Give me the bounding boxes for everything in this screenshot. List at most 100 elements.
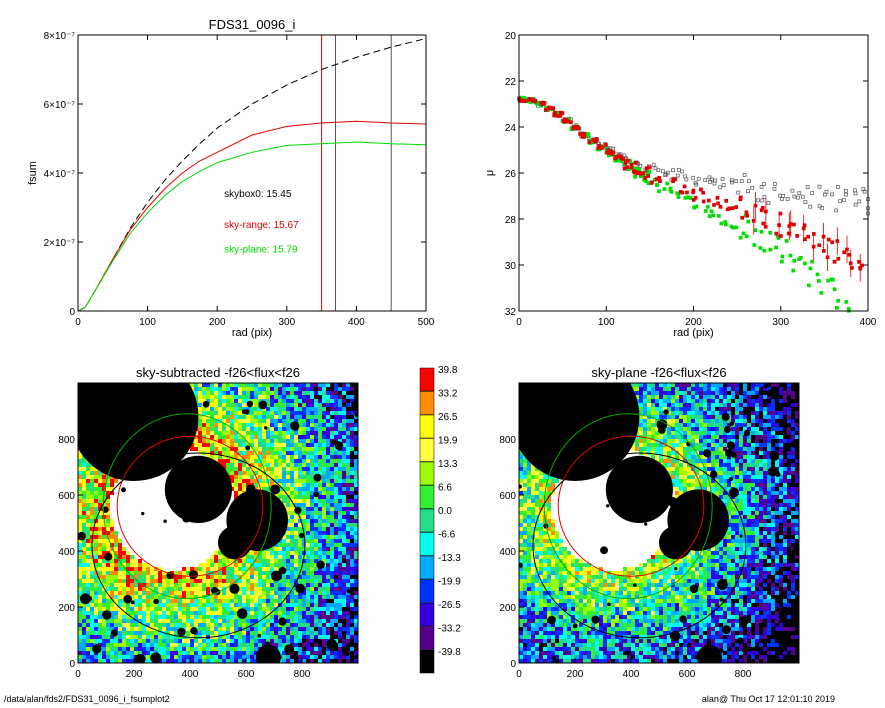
skyplane-xtick-label: 800 (735, 669, 752, 680)
skyplane-xtick-label: 600 (679, 669, 696, 680)
skyplane-mask (659, 525, 693, 560)
mu-point-sky-plane (844, 300, 849, 304)
fsum-annotation: skybox0: 15.45 (224, 189, 292, 200)
skyplane-star (719, 597, 724, 602)
skyplane-star (721, 412, 730, 421)
mu-point-skybox0 (852, 188, 857, 193)
mu-point-sky-range (532, 99, 537, 104)
mu-point-skybox0 (817, 184, 822, 189)
mu-point-skybox0 (810, 191, 815, 195)
skyplane-mask (696, 644, 722, 663)
mu-point-sky-range (625, 165, 629, 169)
mu-point-sky-plane (788, 253, 793, 258)
skysub-star (264, 641, 271, 647)
mu-point-skybox0 (676, 167, 681, 172)
skyplane-star (769, 451, 780, 461)
mu-point-skybox0 (712, 181, 717, 186)
skyplane-star (689, 584, 699, 594)
mu-point-skybox0 (853, 202, 858, 207)
skysub-star (134, 654, 146, 663)
mu-point-skybox0 (844, 192, 848, 197)
mu-point-sky-range (847, 252, 852, 257)
skysub-ellipse (91, 452, 306, 639)
mu-point-sky-range (731, 206, 735, 210)
fsum-ytick-label: 0 (69, 307, 75, 318)
fsum-xlabel: rad (pix) (232, 327, 272, 339)
skyplane-ytick-label: 600 (499, 491, 516, 502)
skyplane-star (613, 443, 624, 455)
mu-point-skybox0 (729, 178, 734, 183)
mu-point-skybox0 (750, 185, 755, 190)
mu-point-sky-range (646, 174, 651, 178)
skyplane-star (519, 484, 522, 489)
mu-point-skybox0 (780, 197, 784, 201)
mu-point-sky-range (701, 190, 705, 195)
skysub-star (102, 610, 112, 620)
mu-point-sky-plane (665, 181, 670, 186)
skysub-star (271, 570, 282, 582)
mu-point-sky-range (671, 179, 676, 183)
fsum-frame (77, 34, 427, 312)
skysub-star (153, 598, 159, 605)
skyplane-star (796, 468, 799, 473)
mu-point-sky-range (569, 120, 573, 125)
mu-point-sky-range (740, 215, 745, 220)
skyplane-star (779, 591, 784, 596)
skyplane-star (774, 532, 779, 537)
skysub-ytick-label: 600 (58, 491, 75, 502)
skyplane-star (741, 646, 748, 653)
mu-xtick-label: 300 (772, 317, 789, 328)
skysub-star (290, 421, 300, 431)
skysub-xtick-label: 400 (182, 669, 199, 680)
skysub-star (153, 411, 158, 415)
mu-point-skybox0 (680, 169, 684, 174)
colorbar-label: -26.5 (438, 600, 461, 611)
skysub-star (150, 652, 162, 663)
mu-point-sky-plane (717, 214, 721, 218)
mu-point-sky-range (604, 142, 608, 147)
colorbar-swatch (419, 391, 435, 415)
mu-point-skybox0 (844, 188, 848, 193)
skyplane-star (606, 504, 610, 508)
mu-point-skybox0 (671, 168, 675, 173)
colorbar-label: 6.6 (438, 483, 452, 494)
skyplane-star (598, 418, 609, 428)
mu-point-skybox0 (675, 173, 680, 178)
mu-point-sky-plane (846, 307, 851, 311)
mu-point-sky-range (795, 234, 800, 238)
skyplane-star (590, 383, 597, 387)
skyplane-star (617, 430, 621, 435)
skysub-ytick-label: 200 (58, 603, 75, 614)
mu-point-skybox0 (862, 189, 867, 194)
skyplane-star (743, 429, 751, 437)
mu-point-sky-range (724, 198, 729, 203)
skysub-star (326, 638, 338, 650)
colorbar-label: -6.6 (438, 530, 456, 541)
skysub-star (270, 484, 281, 495)
mu-point-sky-plane (753, 228, 758, 232)
mu-point-sky-range (849, 266, 854, 270)
mu-point-skybox0 (792, 194, 797, 199)
skyplane-star (572, 623, 578, 629)
colorbar-label: -39.8 (438, 647, 461, 658)
mu-point-skybox0 (822, 192, 827, 197)
mu-point-skybox0 (653, 166, 658, 171)
mu-point-sky-range (745, 213, 750, 218)
mu-point-sky-range (685, 190, 689, 195)
skysub-star (295, 583, 305, 594)
colorbar-label: 33.2 (438, 389, 458, 400)
mu-point-skybox0 (713, 178, 718, 183)
skysub-star (236, 608, 248, 619)
mu-point-sky-plane (776, 236, 781, 240)
colorbar-swatch (419, 602, 435, 627)
colorbar-label: 13.3 (438, 459, 458, 470)
mu-point-skybox0 (638, 163, 643, 168)
skysub-mask (164, 455, 232, 523)
mu-point-sky-range (806, 234, 810, 239)
mu-point-sky-plane (585, 132, 590, 137)
skysub-star (353, 383, 358, 386)
footer-path: /data/alan/fds2/FDS31_0096_i_fsumplot2 (4, 694, 170, 704)
skysub-xtick-label: 200 (126, 669, 143, 680)
mu-point-skybox0 (800, 194, 805, 199)
